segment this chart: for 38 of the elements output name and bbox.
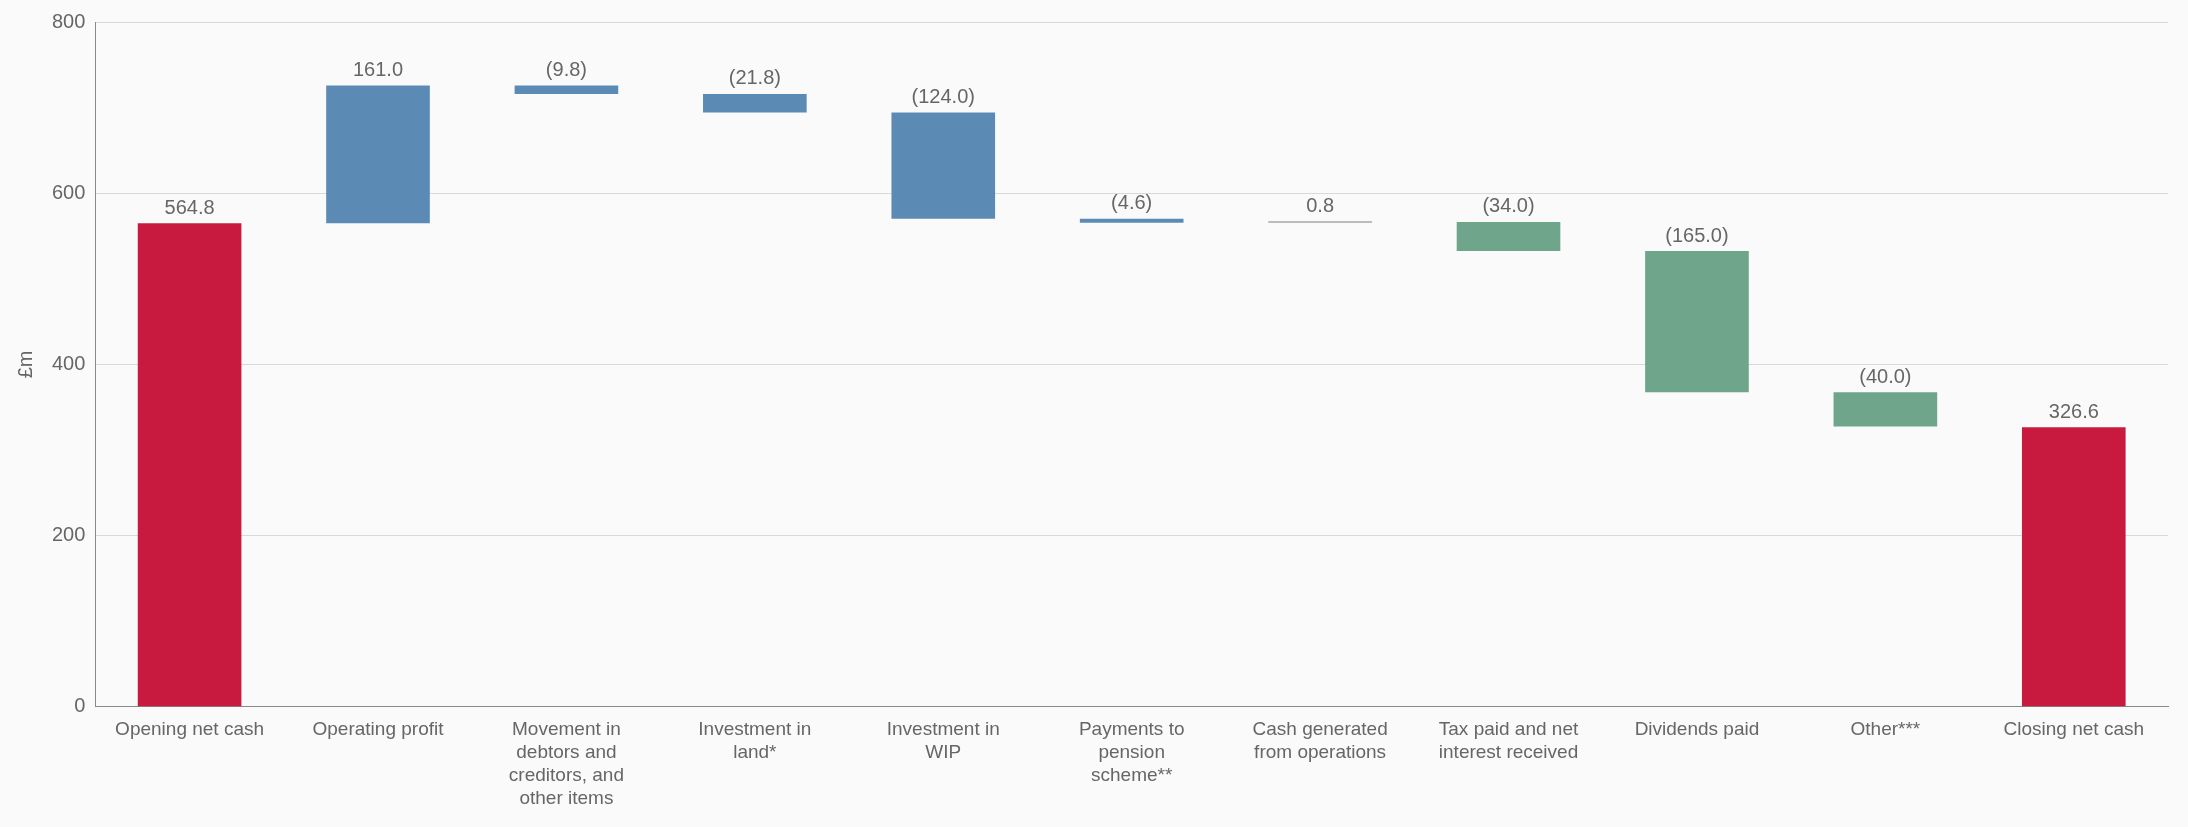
bar xyxy=(2021,427,2126,707)
bar xyxy=(703,93,807,113)
data-label: (9.8) xyxy=(545,58,587,81)
data-label: (34.0) xyxy=(1482,194,1535,217)
y-tick-label: 0 xyxy=(74,694,86,717)
y-tick-label: 600 xyxy=(51,180,86,203)
data-label: (124.0) xyxy=(911,85,975,108)
x-tick-label: Other*** xyxy=(1850,718,1921,740)
x-tick-label: Cash generated from operations xyxy=(1252,718,1388,763)
data-label: 326.6 xyxy=(2048,399,2099,422)
bar xyxy=(1833,392,1938,427)
data-label: 0.8 xyxy=(1306,193,1335,216)
x-tick-label: Operating profit xyxy=(312,718,445,740)
data-label: (21.8) xyxy=(728,66,781,89)
x-tick-label: Payments to pension scheme** xyxy=(1078,718,1185,786)
x-tick-label: Tax paid and net interest received xyxy=(1438,718,1579,763)
y-tick-label: 200 xyxy=(51,523,86,546)
x-tick-label: Investment in WIP xyxy=(886,718,1000,763)
bar xyxy=(514,85,619,94)
y-axis-title: £m xyxy=(13,350,36,379)
x-tick-label: Movement in debtors and creditors, and other items xyxy=(508,718,624,808)
bar xyxy=(1645,251,1749,393)
x-tick-label: Opening net cash xyxy=(115,718,265,740)
bar xyxy=(891,112,996,219)
y-tick-label: 800 xyxy=(51,9,86,32)
x-tick-label: Closing net cash xyxy=(2003,718,2145,740)
y-tick-label: 400 xyxy=(51,351,86,374)
bar xyxy=(137,223,242,707)
x-tick-label: Investment in land* xyxy=(698,718,812,763)
data-label: (4.6) xyxy=(1111,191,1153,214)
data-label: (40.0) xyxy=(1859,364,1912,387)
bar xyxy=(326,85,430,224)
x-tick-label: Dividends paid xyxy=(1634,718,1760,740)
bar xyxy=(1456,221,1561,252)
data-label: 564.8 xyxy=(164,195,215,218)
data-label: (165.0) xyxy=(1665,223,1729,246)
data-label: 161.0 xyxy=(352,58,404,81)
bar xyxy=(1079,218,1184,223)
